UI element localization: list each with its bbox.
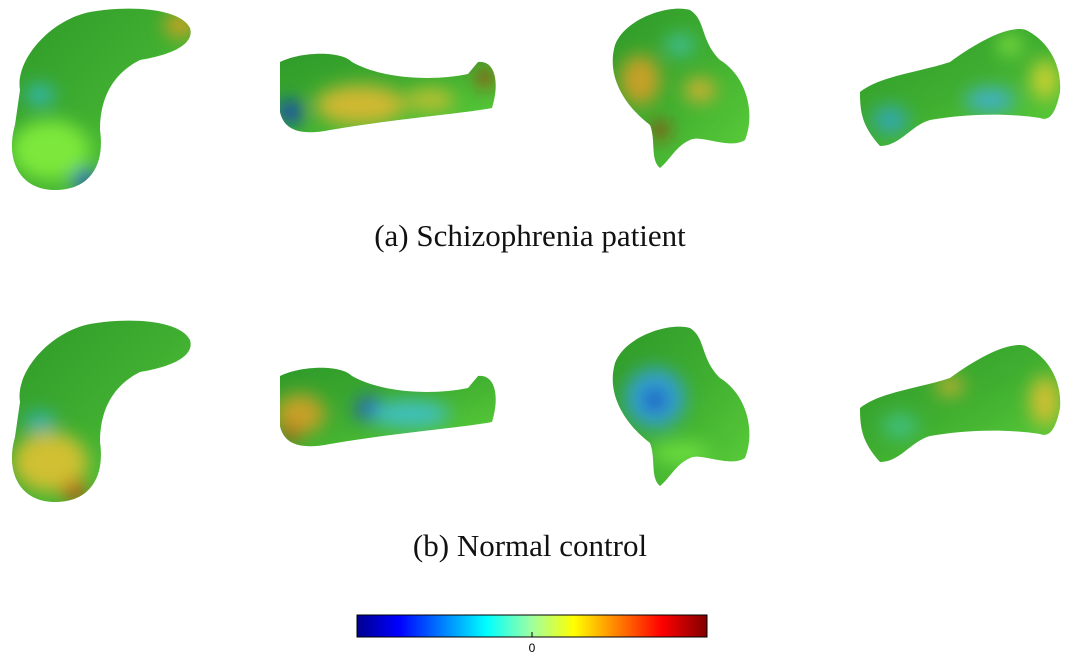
shape-view — [613, 9, 750, 168]
page: (a) Schizophrenia patient — [0, 0, 1069, 655]
shape-view — [860, 345, 1060, 462]
shape-view — [10, 9, 195, 190]
shape-view — [278, 54, 496, 133]
colorbar-tick-label: 0 — [529, 641, 536, 655]
figure: (a) Schizophrenia patient — [0, 0, 1069, 655]
shape-view — [275, 368, 496, 447]
shape-view — [613, 327, 750, 486]
shape-view — [860, 29, 1060, 146]
shape-view — [12, 321, 191, 502]
panel-caption: (b) Normal control — [413, 528, 647, 563]
panel-caption: (a) Schizophrenia patient — [374, 218, 686, 253]
